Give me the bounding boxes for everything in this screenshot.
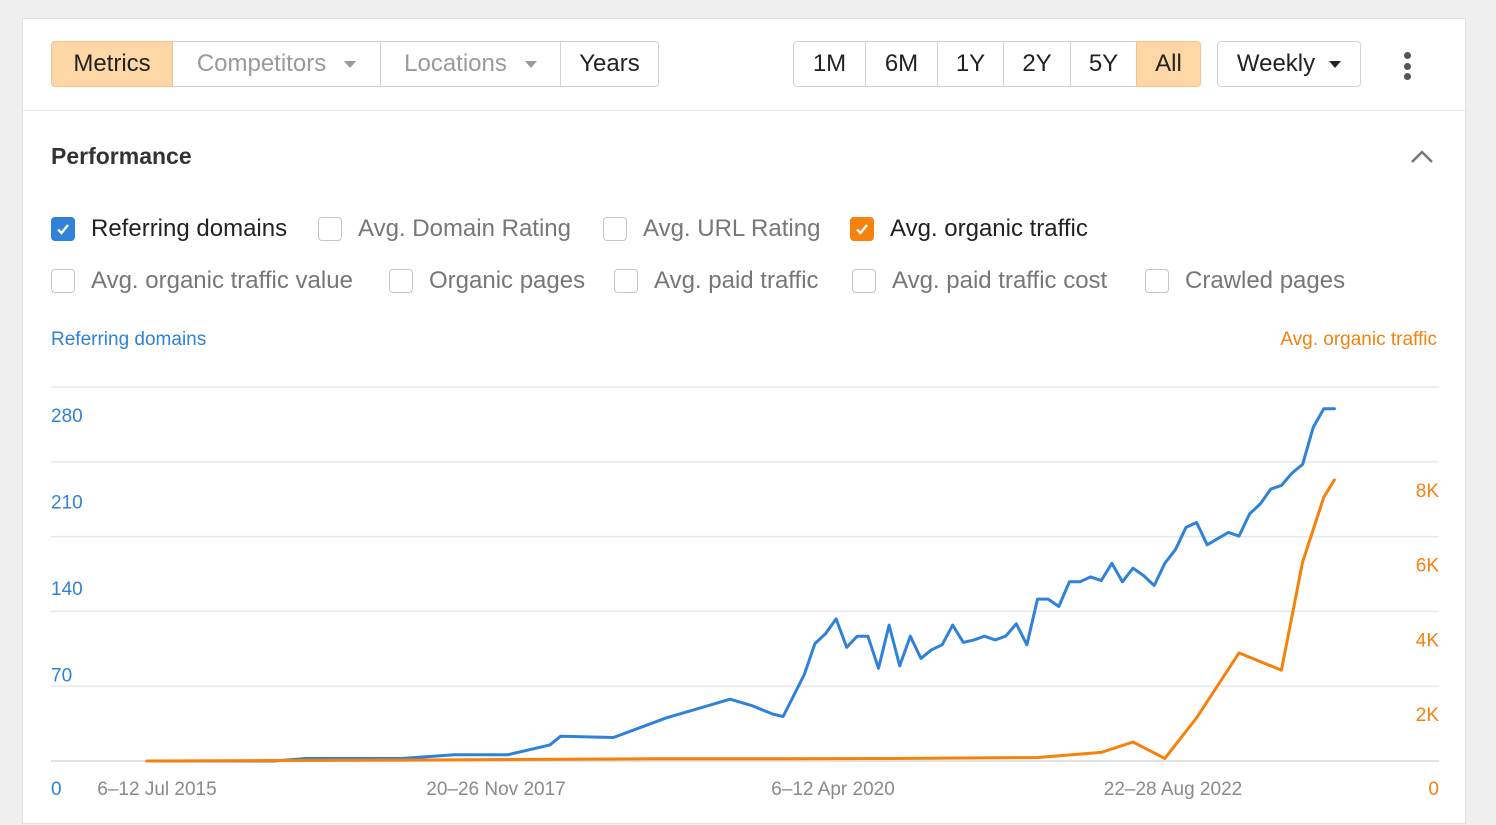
metric-label: Referring domains xyxy=(91,215,288,242)
range-5y-button[interactable]: 5Y xyxy=(1070,41,1137,87)
view-tab-group: Metrics Competitors Locations Years xyxy=(51,41,659,87)
checkbox-icon[interactable] xyxy=(389,269,413,293)
section-title: Performance xyxy=(51,143,192,169)
y-left-tick-label: 0 xyxy=(51,779,62,800)
range-2y-button[interactable]: 2Y xyxy=(1003,41,1071,87)
range-5y-label: 5Y xyxy=(1088,50,1119,77)
checkbox-icon[interactable] xyxy=(603,217,627,241)
y-left-tick-label: 280 xyxy=(51,406,83,427)
range-6m-button[interactable]: 6M xyxy=(865,41,938,87)
y-right-tick-label: 2K xyxy=(1416,705,1440,726)
interval-dropdown[interactable]: Weekly xyxy=(1217,41,1361,87)
y-right-tick-label: 6K xyxy=(1416,556,1440,577)
series-line-avg-organic-traffic xyxy=(145,478,1336,763)
checkbox-checked-icon[interactable] xyxy=(51,217,75,241)
series-line-referring-domains xyxy=(145,407,1336,763)
caret-down-icon xyxy=(524,60,537,68)
y-right-tick-label: 0 xyxy=(1428,779,1439,800)
metric-label: Avg. URL Rating xyxy=(643,215,821,242)
y-right-tick-label: 4K xyxy=(1416,630,1440,651)
metric-label: Crawled pages xyxy=(1185,267,1346,294)
tab-metrics[interactable]: Metrics xyxy=(51,41,173,87)
caret-down-icon xyxy=(1329,60,1342,68)
checkbox-checked-icon[interactable] xyxy=(850,217,874,241)
x-tick-label: 6–12 Jul 2015 xyxy=(97,779,216,800)
metric-avg-domain-rating[interactable]: Avg. Domain Rating xyxy=(318,215,571,243)
tab-locations[interactable]: Locations xyxy=(380,41,561,87)
metric-avg-url-rating[interactable]: Avg. URL Rating xyxy=(603,215,820,243)
metric-referring-domains[interactable]: Referring domains xyxy=(51,215,287,243)
performance-chart[interactable]: 0 70 140 210 280 0 2K 4K 6K 8K 6–12 Jul 2015 20–26 … xyxy=(23,359,1467,825)
tab-competitors-label: Competitors xyxy=(196,50,327,77)
metric-label: Avg. Domain Rating xyxy=(358,215,571,242)
checkbox-icon[interactable] xyxy=(614,269,638,293)
checkbox-icon[interactable] xyxy=(1145,269,1169,293)
checkbox-icon[interactable] xyxy=(318,217,342,241)
range-1m-label: 1M xyxy=(812,50,847,77)
tab-metrics-label: Metrics xyxy=(73,50,151,77)
range-all-label: All xyxy=(1155,50,1182,77)
metric-avg-paid-traffic-cost[interactable]: Avg. paid traffic cost xyxy=(852,267,1107,295)
y-left-tick-label: 140 xyxy=(51,579,83,600)
metric-avg-paid-traffic[interactable]: Avg. paid traffic xyxy=(614,267,819,295)
range-1y-label: 1Y xyxy=(955,50,986,77)
y-left-tick-label: 70 xyxy=(51,666,72,687)
y-left-tick-label: 210 xyxy=(51,493,83,514)
y-right-tick-label: 8K xyxy=(1416,481,1440,502)
metric-label: Avg. paid traffic cost xyxy=(892,267,1108,294)
range-all-button[interactable]: All xyxy=(1136,41,1201,87)
range-selector: 1M 6M 1Y 2Y 5Y All xyxy=(793,41,1201,87)
chevron-up-icon[interactable] xyxy=(1409,147,1435,167)
checkbox-icon[interactable] xyxy=(51,269,75,293)
x-tick-label: 22–28 Aug 2022 xyxy=(1104,779,1242,800)
tab-competitors[interactable]: Competitors xyxy=(172,41,381,87)
interval-label: Weekly xyxy=(1236,50,1316,77)
metric-label: Avg. organic traffic xyxy=(890,215,1088,242)
metric-label: Avg. organic traffic value xyxy=(91,267,353,294)
left-axis-title: Referring domains xyxy=(51,329,207,350)
metric-label: Organic pages xyxy=(429,267,586,294)
performance-card: Metrics Competitors Locations Years 1M 6… xyxy=(22,18,1467,825)
range-2y-label: 2Y xyxy=(1022,50,1052,77)
metric-label: Avg. paid traffic xyxy=(654,267,819,294)
caret-down-icon xyxy=(344,60,357,68)
checkbox-icon[interactable] xyxy=(852,269,876,293)
tab-locations-label: Locations xyxy=(404,50,507,77)
metric-crawled-pages[interactable]: Crawled pages xyxy=(1145,267,1345,295)
tab-years[interactable]: Years xyxy=(560,41,659,87)
toolbar: Metrics Competitors Locations Years 1M 6… xyxy=(23,19,1467,111)
metric-organic-pages[interactable]: Organic pages xyxy=(389,267,585,295)
range-1m-button[interactable]: 1M xyxy=(793,41,866,87)
range-6m-label: 6M xyxy=(884,50,919,77)
metric-avg-organic-traffic-value[interactable]: Avg. organic traffic value xyxy=(51,267,353,295)
tab-years-label: Years xyxy=(579,50,640,77)
x-tick-label: 20–26 Nov 2017 xyxy=(426,779,565,800)
kebab-vertical-icon[interactable] xyxy=(1395,52,1419,80)
metric-avg-organic-traffic[interactable]: Avg. organic traffic xyxy=(850,215,1088,243)
range-1y-button[interactable]: 1Y xyxy=(937,41,1004,87)
x-tick-label: 6–12 Apr 2020 xyxy=(771,779,895,800)
right-axis-title: Avg. organic traffic xyxy=(1280,329,1437,350)
